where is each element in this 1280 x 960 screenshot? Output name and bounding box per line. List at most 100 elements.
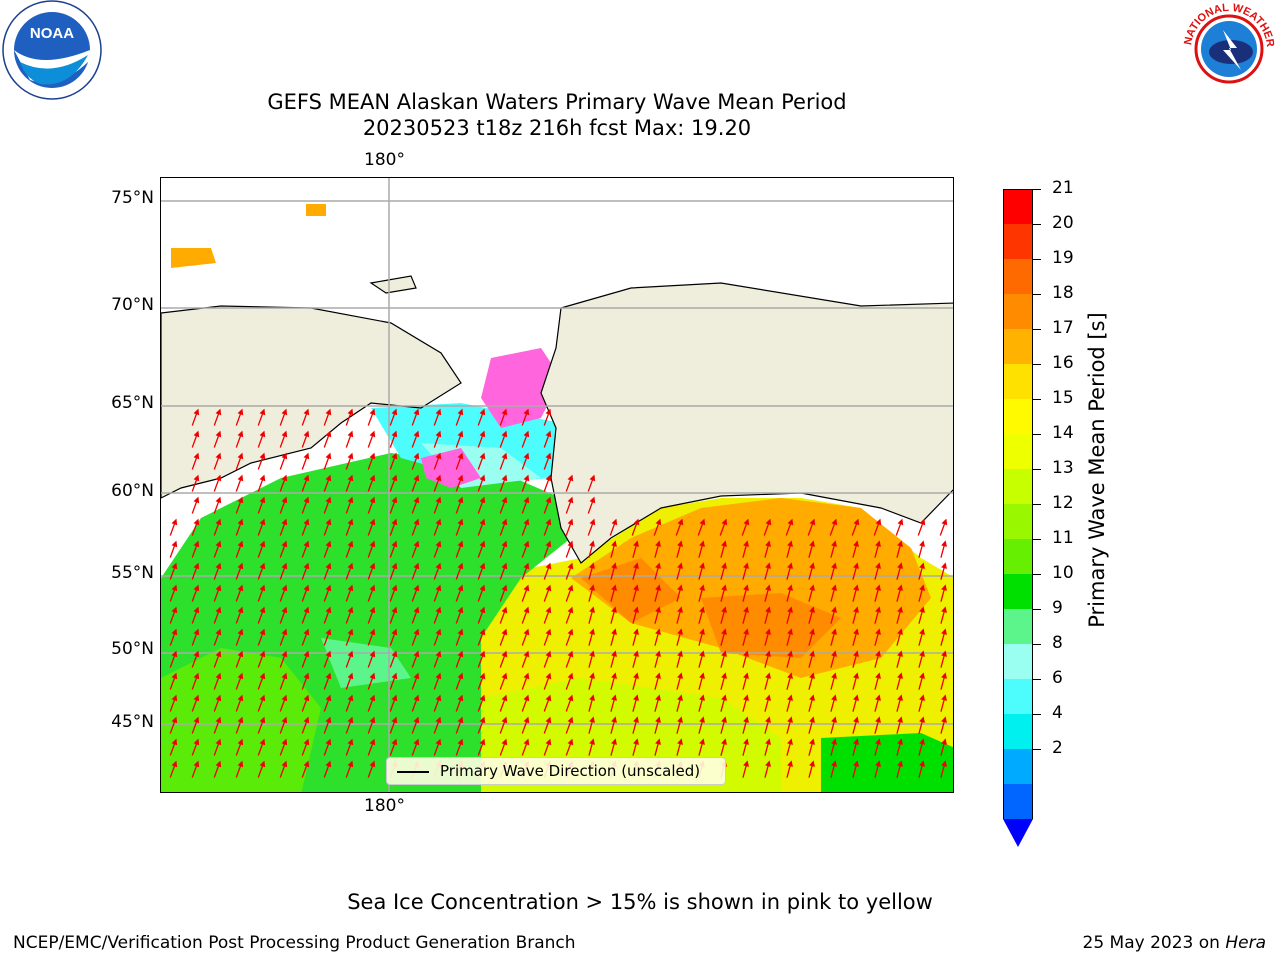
wave-arrow xyxy=(632,606,639,624)
wave-arrow xyxy=(323,474,332,492)
wave-arrow xyxy=(565,716,574,734)
wave-arrow xyxy=(720,562,727,580)
wave-arrow xyxy=(588,738,595,756)
wave-arrow xyxy=(940,694,947,712)
wave-arrow xyxy=(433,540,442,558)
wave-arrow xyxy=(213,474,222,492)
wave-arrow xyxy=(521,672,530,690)
colorbar-tick-label: 11 xyxy=(1052,528,1074,548)
wave-arrow xyxy=(477,408,486,426)
wave-arrow xyxy=(477,562,486,580)
wave-arrow xyxy=(477,430,486,448)
wave-arrow xyxy=(323,760,332,778)
wave-arrow xyxy=(632,650,639,668)
wave-arrow xyxy=(521,474,530,492)
wave-arrow xyxy=(257,628,266,646)
wave-arrow xyxy=(389,452,398,470)
wave-arrow xyxy=(918,540,925,558)
wave-arrow xyxy=(896,584,903,602)
wave-arrow xyxy=(698,584,705,602)
wave-arrow xyxy=(323,408,332,426)
wave-arrow xyxy=(455,430,464,448)
wave-arrow xyxy=(830,650,837,668)
wave-arrow xyxy=(543,584,552,602)
footer-machine: Hera xyxy=(1225,933,1266,953)
wave-arrow xyxy=(587,496,596,514)
wave-arrow xyxy=(345,474,354,492)
wave-arrow xyxy=(191,496,200,514)
wave-arrow xyxy=(279,738,288,756)
wave-arrow xyxy=(279,716,288,734)
wave-arrow xyxy=(411,694,420,712)
wave-arrow xyxy=(411,452,420,470)
colorbar-segment xyxy=(1003,644,1033,679)
wave-arrow xyxy=(455,628,464,646)
wave-arrow xyxy=(741,518,750,536)
wave-arrow xyxy=(808,716,815,734)
wave-arrow xyxy=(213,408,222,426)
wave-arrow xyxy=(169,672,178,690)
wave-arrow xyxy=(698,628,705,646)
wave-arrow xyxy=(676,716,683,734)
wave-arrow xyxy=(565,540,574,558)
colorbar-tick-mark xyxy=(1033,539,1041,540)
wave-arrow xyxy=(367,496,376,514)
wave-arrow xyxy=(830,584,837,602)
wave-arrow xyxy=(676,562,683,580)
colorbar-label: Primary Wave Mean Period [s] xyxy=(1085,312,1109,628)
wave-arrow xyxy=(654,606,661,624)
colorbar-tick-label: 2 xyxy=(1052,738,1063,758)
wave-arrow xyxy=(521,584,530,602)
wave-arrow xyxy=(477,694,486,712)
wave-arrow xyxy=(830,738,837,756)
wave-arrow xyxy=(830,694,837,712)
wave-arrow xyxy=(786,694,793,712)
wave-arrow xyxy=(521,408,530,426)
wave-arrow xyxy=(323,518,332,536)
wave-arrow xyxy=(808,694,815,712)
wave-arrow xyxy=(588,584,595,602)
wave-arrow xyxy=(455,496,464,514)
wave-arrow xyxy=(411,496,420,514)
wave-arrow xyxy=(191,694,200,712)
wave-arrow xyxy=(279,562,288,580)
wave-arrow xyxy=(367,452,376,470)
wave-arrow xyxy=(610,716,617,734)
wave-arrow xyxy=(455,584,464,602)
wave-arrow xyxy=(654,650,661,668)
colorbar-segment xyxy=(1003,224,1033,259)
wave-arrow xyxy=(896,606,903,624)
colorbar-segment xyxy=(1003,434,1033,469)
wave-arrow xyxy=(411,716,420,734)
wave-arrow xyxy=(477,650,486,668)
wave-arrow xyxy=(345,606,354,624)
wave-arrow xyxy=(830,760,837,778)
wave-arrow xyxy=(257,474,266,492)
wave-arrow xyxy=(918,562,925,580)
wave-arrow xyxy=(257,430,266,448)
wave-arrow xyxy=(588,562,595,580)
wave-period-map xyxy=(161,178,953,792)
wave-arrow xyxy=(257,606,266,624)
wave-arrow xyxy=(764,606,771,624)
wave-arrow xyxy=(543,408,552,426)
wave-arrow xyxy=(521,540,530,558)
wave-arrow xyxy=(874,540,881,558)
wave-arrow xyxy=(764,628,771,646)
colorbar-tick-mark xyxy=(1033,189,1041,190)
wave-arrow xyxy=(455,738,464,756)
plot-title-line-2: 20230523 t18z 216h fcst Max: 19.20 xyxy=(362,116,752,140)
wave-arrow xyxy=(785,518,794,536)
wave-arrow xyxy=(654,628,661,646)
wave-arrow xyxy=(896,716,903,734)
wave-arrow xyxy=(786,540,793,558)
wave-arrow xyxy=(499,738,508,756)
wave-arrow xyxy=(433,584,442,602)
wave-arrow xyxy=(411,672,420,690)
plot-title-line-1: GEFS MEAN Alaskan Waters Primary Wave Me… xyxy=(267,90,847,114)
wave-arrow xyxy=(279,628,288,646)
colorbar-tick-label: 4 xyxy=(1052,703,1063,723)
map-legend: Primary Wave Direction (unscaled) xyxy=(386,757,726,785)
colorbar-tick-label: 16 xyxy=(1052,353,1074,373)
wave-arrow xyxy=(543,606,552,624)
